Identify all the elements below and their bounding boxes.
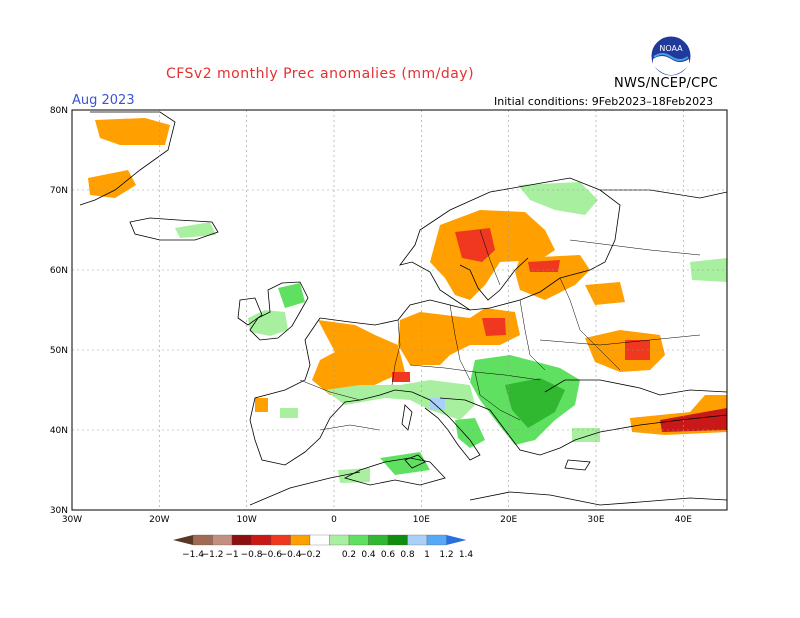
anomaly-shading (88, 118, 727, 483)
lat-tick-label: 60N (50, 266, 68, 276)
anomaly-poland-core (482, 318, 506, 336)
chart-title: CFSv2 monthly Prec anomalies (mm/day) (165, 66, 475, 82)
country-borders (299, 229, 701, 431)
colorbar-bin (407, 534, 428, 546)
anomaly-turkey-north (280, 408, 298, 418)
anomaly-iceland (175, 222, 216, 238)
anomaly-alps-core (392, 372, 410, 382)
initial-conditions: Initial conditions: 9Feb2023–18Feb2023 (494, 95, 714, 108)
lat-tick-label: 40N (50, 426, 68, 436)
lat-tick-label: 80N (50, 106, 68, 116)
colorbar-bin (231, 534, 252, 546)
colorbar-tick-label: −1.4 (182, 550, 204, 560)
anomaly-iceland-north (95, 118, 170, 145)
anomaly-france (312, 320, 405, 395)
colorbar-right-arrow (446, 535, 467, 545)
anomaly-russia-north (585, 282, 625, 305)
anomaly-caucasus-core (660, 408, 727, 432)
map-frame (71, 109, 728, 511)
lat-axis-labels: 30N 40N 50N 60N 70N 80N (50, 106, 68, 516)
anomaly-baltic-core (528, 260, 560, 272)
colorbar-tick-label: 0.4 (361, 550, 376, 560)
colorbar-left-arrow (173, 535, 193, 545)
colorbar-tick-label: 1.4 (459, 550, 474, 560)
colorbar-bin (426, 534, 447, 546)
colorbar-tick-label: −1 (225, 550, 238, 560)
colorbar-bin (368, 534, 389, 546)
colorbar: −1.4−1.2 −1 −0.8−0.6−0.4−0.2 0.2 0.4 0.6 0.8 1 1… (173, 534, 474, 560)
anomaly-italy-south (455, 418, 485, 448)
colorbar-tick-label: −0.6 (260, 550, 282, 560)
colorbar-bin (290, 534, 311, 546)
colorbar-bin (251, 534, 272, 546)
colorbar-bin (212, 534, 233, 546)
lon-tick-label: 40E (675, 515, 692, 525)
colorbar-tick-label: −0.2 (299, 550, 321, 560)
colorbar-bin (270, 534, 291, 546)
colorbar-tick-label: −0.8 (241, 550, 263, 560)
lat-tick-label: 70N (50, 186, 68, 196)
anomaly-tunisia (380, 452, 430, 475)
lon-tick-label: 30E (587, 515, 604, 525)
anomaly-iberia-north (255, 398, 268, 412)
colorbar-tick-label: 1.2 (439, 550, 453, 560)
lon-tick-label: 10W (236, 515, 256, 525)
anomaly-scotland (278, 283, 305, 308)
colorbar-tick-label: −1.2 (202, 550, 224, 560)
svg-text:NOAA: NOAA (659, 44, 683, 53)
anomaly-libya (338, 468, 370, 483)
colorbar-tick-label: 0.6 (381, 550, 396, 560)
anomaly-scandinavia-core (455, 228, 495, 262)
anomaly-balkans-core (505, 378, 565, 428)
lon-tick-label: 10E (413, 515, 430, 525)
organization-label: NWS/NCEP/CPC (614, 76, 719, 91)
lon-tick-label: 0 (331, 515, 337, 525)
lon-axis-labels: 30W 20W 10W 0 10E 20E 30E 40E (62, 515, 692, 525)
coastlines (79, 111, 727, 506)
noaa-logo-icon: NOAA (650, 35, 692, 77)
colorbar-tick-label: 1 (424, 550, 430, 560)
colorbar-bin (309, 534, 330, 546)
colorbar-tick-label: −0.4 (280, 550, 302, 560)
anomaly-british-isles (248, 310, 288, 336)
colorbar-bin (387, 534, 408, 546)
colorbar-bin (192, 534, 213, 546)
lon-tick-label: 30W (62, 515, 82, 525)
lat-tick-label: 30N (50, 506, 68, 516)
forecast-month: Aug 2023 (72, 93, 135, 108)
grid-lines (71, 109, 727, 511)
colorbar-tick-label: 0.2 (342, 550, 356, 560)
colorbar-tick-label: 0.8 (400, 550, 415, 560)
lat-tick-label: 50N (50, 346, 68, 356)
anomaly-lapland (518, 182, 598, 215)
colorbar-bin (348, 534, 369, 546)
anomaly-greenland-east (88, 170, 136, 198)
lon-tick-label: 20E (500, 515, 517, 525)
anomaly-adriatic-blue (430, 398, 445, 410)
lon-tick-label: 20W (149, 515, 169, 525)
colorbar-bin (329, 534, 350, 546)
